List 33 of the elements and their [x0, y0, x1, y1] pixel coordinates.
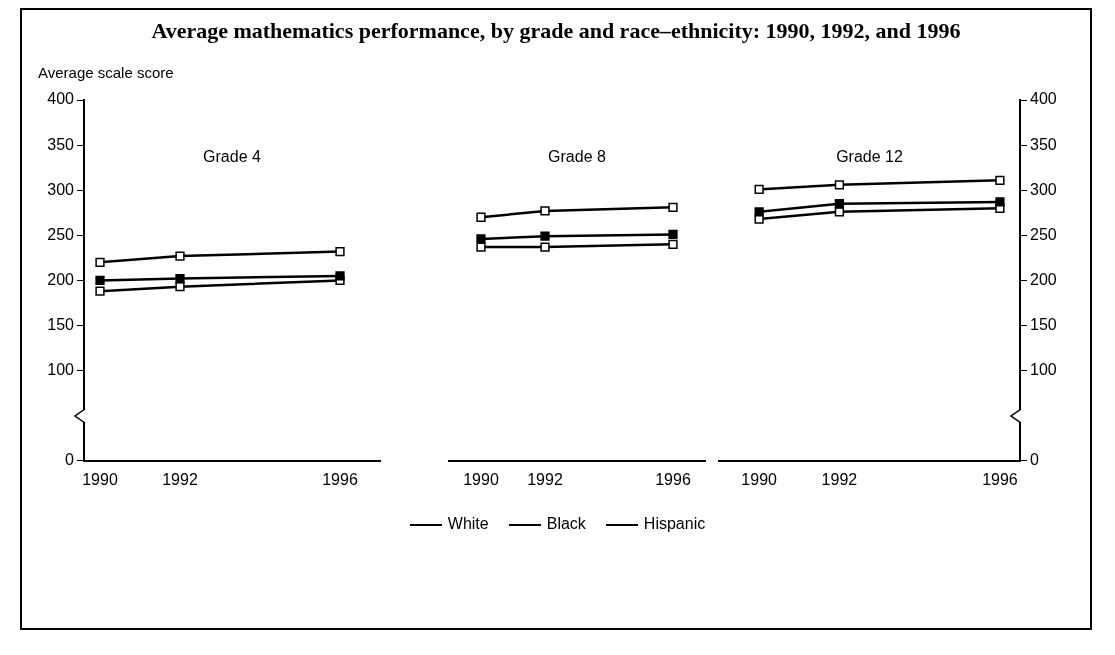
y2-tick-label: 300: [1030, 180, 1057, 198]
y-tick-label: 200: [47, 270, 75, 288]
x-tick-label: 1992: [162, 470, 198, 488]
y-tick-label: 350: [47, 135, 75, 153]
legend-label: Hispanic: [642, 515, 706, 533]
y-tick-label: 150: [47, 315, 75, 333]
y2-tick-label: 250: [1030, 225, 1057, 243]
x-tick-label: 1990: [82, 470, 118, 488]
y-tick-label: 250: [47, 225, 75, 243]
y2-tick-label: 100: [1030, 361, 1057, 379]
x-tick-label: 1996: [655, 470, 691, 488]
y-axis-title: Average scale score: [38, 64, 174, 81]
text: Grade 8: [548, 148, 607, 165]
y-tick-label: 0: [65, 451, 75, 469]
y-tick-label: 300: [47, 180, 75, 198]
text: Grade 12: [836, 148, 903, 165]
y2-tick-label: 200: [1030, 270, 1057, 288]
legend-label: White: [446, 515, 489, 533]
x-tick-label: 1992: [527, 470, 563, 488]
text: Grade 4: [203, 148, 262, 165]
y-tick-label: 100: [47, 361, 75, 379]
x-tick-label: 1990: [741, 470, 778, 488]
legend-label: Black: [545, 515, 586, 533]
x-tick-label: 1996: [322, 470, 358, 488]
x-tick-label: 1996: [982, 470, 1018, 488]
y2-tick-label: 350: [1030, 135, 1057, 153]
y2-tick-label: 400: [1030, 90, 1057, 108]
y-tick-label: 400: [47, 90, 75, 108]
y2-tick-label: 0: [1030, 451, 1039, 469]
text: Average mathematics performance, by grade and race–ethnicity: 1990, 1992, and 1996: [150, 18, 962, 44]
y2-tick-label: 150: [1030, 315, 1057, 333]
x-tick-label: 1990: [463, 470, 499, 488]
x-tick-label: 1992: [821, 470, 858, 488]
